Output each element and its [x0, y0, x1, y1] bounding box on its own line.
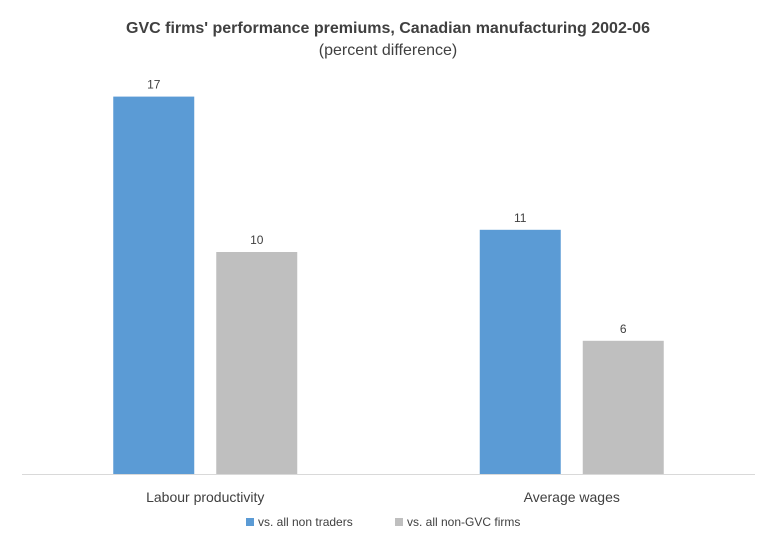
bar-labour-productivity-series-2: [216, 252, 298, 474]
bar-average-wages-series-1: [479, 229, 561, 474]
legend-swatch: [395, 518, 403, 526]
data-label: 17: [147, 78, 161, 92]
data-label: 11: [514, 211, 527, 225]
data-label: 6: [620, 322, 627, 336]
bar-labour-productivity-series-1: [113, 96, 195, 474]
x-tick-label: Average wages: [524, 489, 620, 505]
bars-layer: [113, 96, 664, 474]
chart-title: GVC firms' performance premiums, Canadia…: [126, 20, 650, 37]
x-tick-labels: Labour productivity Average wages: [146, 489, 620, 505]
legend-swatch: [246, 518, 254, 526]
chart-legend: vs. all non traders vs. all non-GVC firms: [246, 515, 520, 529]
chart-subtitle: (percent difference): [319, 42, 457, 59]
legend-entry: vs. all non traders: [246, 515, 353, 529]
bar-average-wages-series-2: [582, 340, 664, 474]
legend-entry: vs. all non-GVC firms: [395, 515, 520, 529]
x-tick-label: Labour productivity: [146, 489, 264, 505]
data-labels: 17 10 11 6: [147, 78, 627, 336]
legend-label: vs. all non traders: [258, 515, 353, 529]
data-label: 10: [250, 233, 264, 247]
legend-label: vs. all non-GVC firms: [407, 515, 520, 529]
